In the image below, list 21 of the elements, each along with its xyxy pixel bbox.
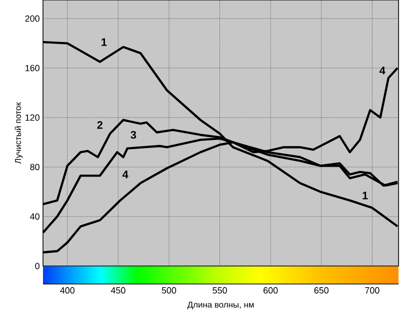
y-tick-label: 0 [35, 262, 40, 270]
y-tick-label: 200 [25, 15, 40, 22]
x-tick-label: 450 [110, 287, 126, 294]
y-tick-label: 160 [26, 64, 40, 72]
x-tick-label: 650 [314, 287, 329, 294]
x-tick-label: 700 [365, 287, 380, 294]
x-tick-label: 600 [264, 287, 278, 294]
x-tick-label: 550 [212, 287, 227, 294]
y-tick-label: 80 [30, 164, 40, 170]
series-label: 1 [102, 38, 107, 46]
x-tick-label: 400 [60, 287, 75, 294]
series-label: 4 [122, 170, 128, 178]
x-tick-label: 500 [162, 287, 176, 294]
x-axis-title: Длина волны, нм [187, 302, 254, 310]
annotation: 1 [362, 192, 368, 200]
series-label: 3 [130, 130, 136, 139]
y-tick-label: 40 [30, 213, 40, 220]
series-label: 2 [97, 121, 103, 129]
y-axis-title: Лучистый поток [14, 102, 23, 164]
y-tick-label: 120 [26, 114, 40, 121]
annotation: 4 [379, 66, 386, 74]
